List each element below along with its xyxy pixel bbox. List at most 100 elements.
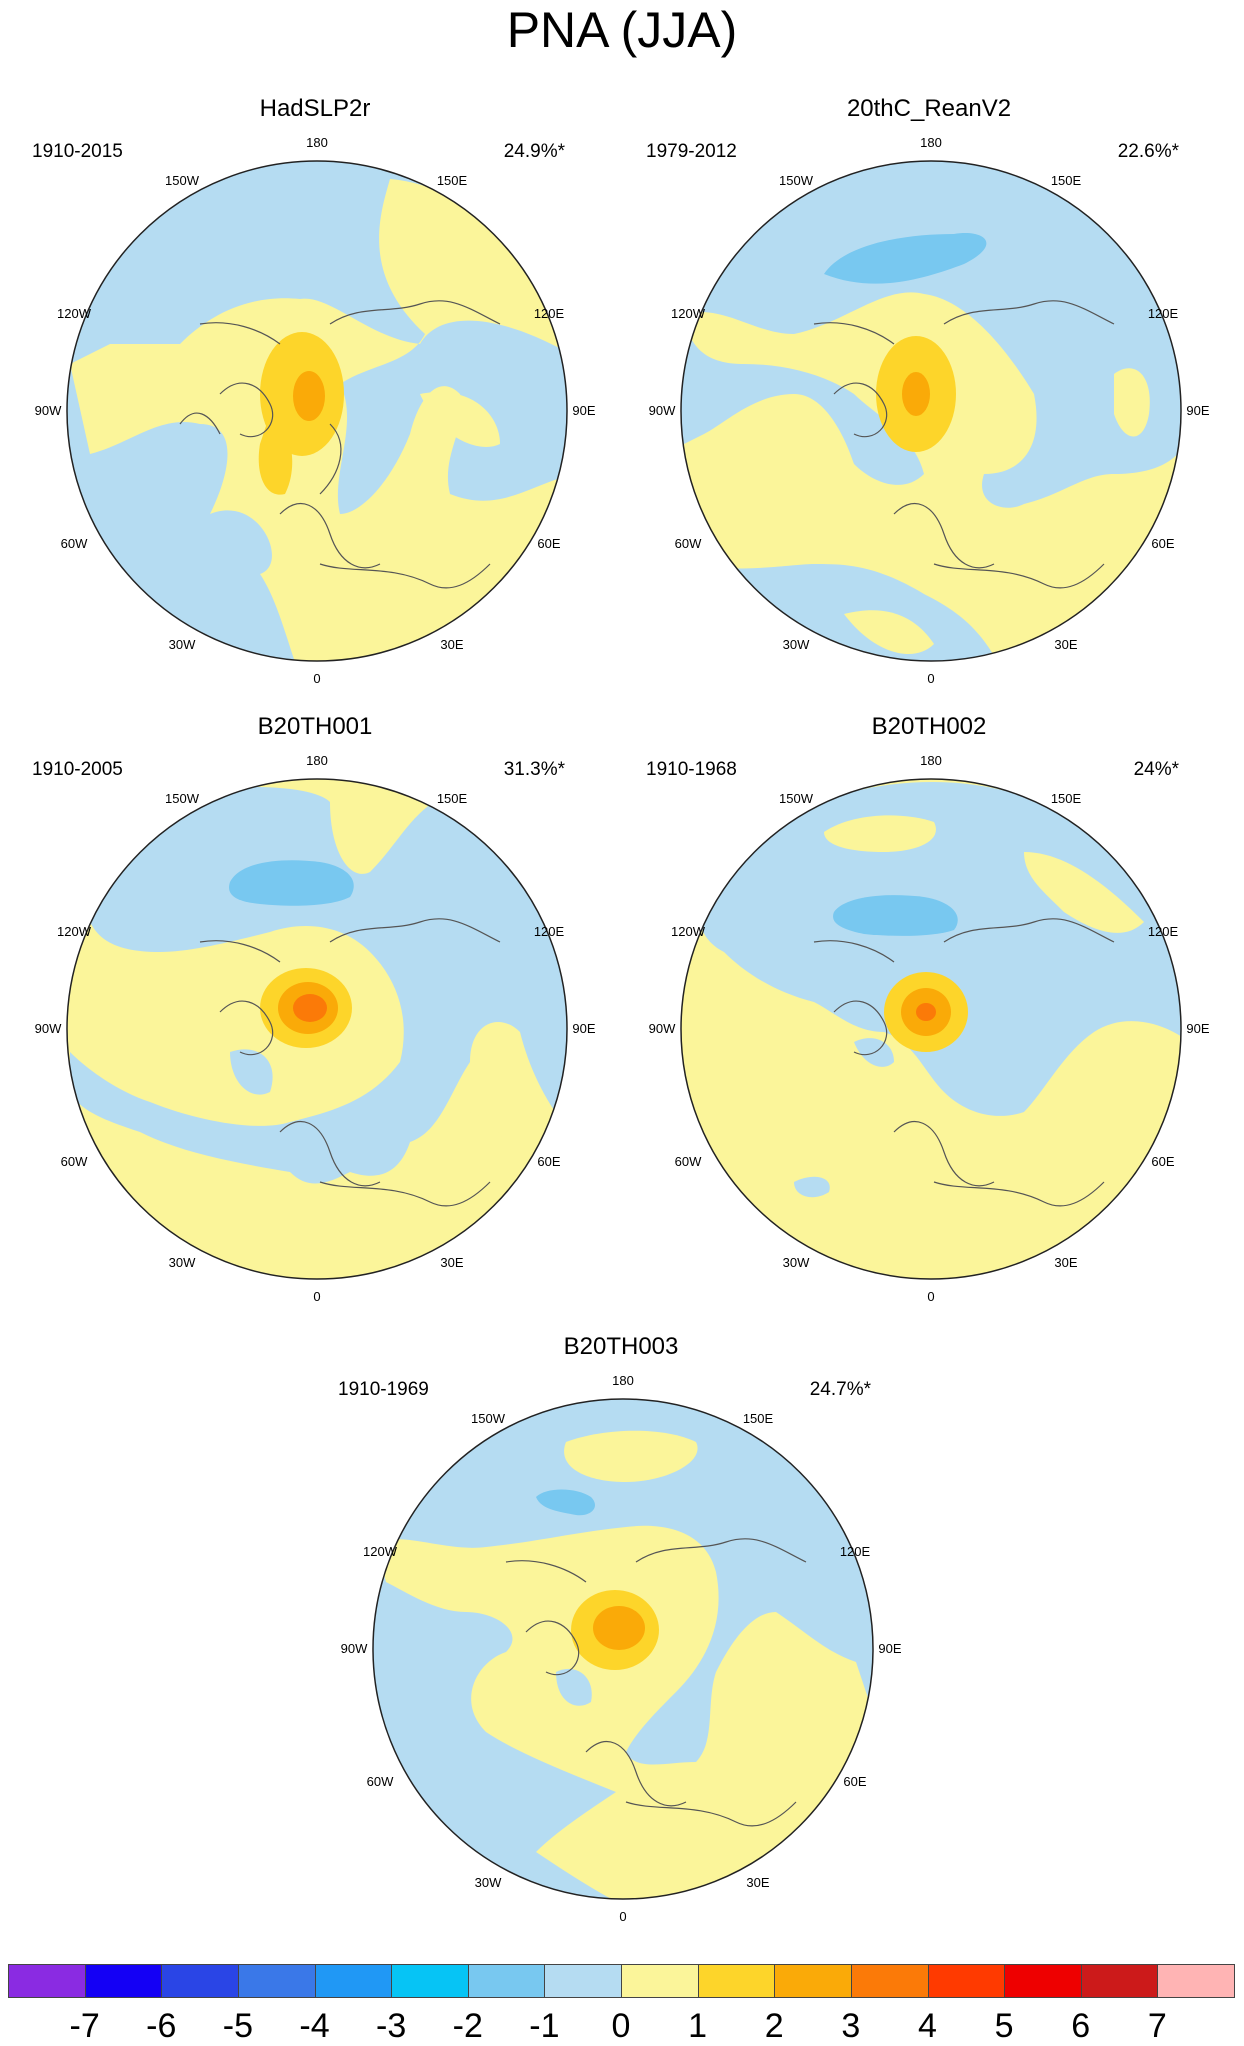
- panel-variance: 31.3%*: [503, 759, 565, 780]
- colorbar-tick-label: -4: [299, 2007, 330, 2045]
- lon-label: 150W: [471, 1411, 506, 1426]
- colorbar-swatch: [1080, 1964, 1159, 1998]
- positive-anomaly-strong: [593, 1606, 645, 1650]
- lon-label: 30E: [746, 1875, 769, 1890]
- colorbar-swatch: [391, 1964, 469, 1998]
- panel-period: 1979-2012: [646, 141, 737, 162]
- lon-label: 180: [920, 753, 942, 768]
- colorbar-swatch: [161, 1964, 239, 1998]
- map-boundary: [66, 778, 568, 1280]
- colorbar-tick-label: 4: [918, 2007, 937, 2045]
- lon-label: 30W: [169, 637, 196, 652]
- colorbar-tick-label: 1: [688, 2007, 708, 2045]
- panel-title: B20TH002: [871, 713, 987, 740]
- negative-anomaly-region: [536, 1489, 596, 1516]
- positive-anomaly-core: [258, 414, 293, 495]
- lon-label: 30W: [783, 637, 810, 652]
- lon-label: 90W: [35, 1021, 62, 1036]
- lon-label: 150W: [779, 791, 814, 806]
- colorbar-swatch: [621, 1964, 699, 1998]
- colorbar-tick-label: 6: [1071, 2007, 1091, 2045]
- lon-label: 60E: [843, 1774, 866, 1789]
- map-boundary: [372, 1398, 874, 1900]
- map-panel-20thc-reanv2: 20thC_ReanV2 1979-2012 22.6%* 180 150E 1…: [644, 94, 1214, 686]
- colorbar-swatch: [1004, 1964, 1082, 1998]
- polar-map: 180 150E 120E 90E 60E 30E 0 30W 60W 90W …: [341, 1373, 902, 1924]
- colorbar-tick-label: -7: [69, 2007, 100, 2045]
- lon-label: 120E: [840, 1544, 871, 1559]
- lon-label: 30E: [440, 637, 463, 652]
- lon-label: 120E: [534, 924, 565, 939]
- lon-label: 90W: [35, 403, 62, 418]
- lon-label: 60W: [367, 1774, 394, 1789]
- lon-label: 60E: [537, 1154, 560, 1169]
- lon-label: 180: [306, 753, 328, 768]
- longitude-labels: 180 150E 120E 90E 60E 30E 0 30W 60W 90W …: [649, 135, 1210, 686]
- lon-label: 150W: [779, 173, 814, 188]
- positive-anomaly-region: [824, 815, 936, 852]
- polar-map: 180 150E 120E 90E 60E 30E 0 30W 60W 90W …: [649, 135, 1210, 686]
- lon-label: 0: [313, 1289, 320, 1304]
- positive-anomaly-region: [682, 292, 1181, 661]
- lon-label: 90E: [1186, 403, 1209, 418]
- lon-label: 0: [927, 1289, 934, 1304]
- negative-anomaly-region: [70, 787, 567, 1184]
- coastlines: [813, 918, 1115, 1207]
- colorbar-tick-label: 0: [611, 2007, 631, 2045]
- lon-label: 90E: [1186, 1021, 1209, 1036]
- positive-anomaly-region: [1114, 368, 1150, 437]
- positive-anomaly-region: [420, 392, 500, 447]
- negative-anomaly-region: [556, 1668, 592, 1706]
- panel-period: 1910-1969: [338, 1379, 429, 1400]
- colorbar-swatch: [8, 1964, 86, 1998]
- lon-label: 120W: [671, 306, 706, 321]
- lon-label: 30W: [783, 1255, 810, 1270]
- panel-period: 1910-1968: [646, 759, 737, 780]
- negative-anomaly-region: [230, 1049, 273, 1095]
- lon-label: 150E: [1051, 173, 1082, 188]
- polar-map: 180 150E 120E 90E 60E 30E 0 30W 60W 90W …: [649, 753, 1210, 1304]
- panel-title: B20TH003: [563, 1333, 679, 1360]
- lon-label: 120W: [57, 924, 92, 939]
- coastlines: [179, 300, 501, 589]
- colorbar-tick-label: -3: [376, 2007, 407, 2045]
- negative-anomaly-region: [794, 1176, 830, 1198]
- lon-label: 120E: [1148, 924, 1179, 939]
- lon-label: 90E: [572, 403, 595, 418]
- colorbar-swatch: [314, 1964, 393, 1998]
- lon-label: 60E: [1151, 536, 1174, 551]
- colorbar-tick-label: -6: [146, 2007, 177, 2045]
- colorbar-tick-label: -2: [452, 2007, 483, 2045]
- longitude-labels: 180 150E 120E 90E 60E 30E 0 30W 60W 90W …: [35, 135, 596, 686]
- colorbar-tick-label: -5: [222, 2007, 253, 2045]
- coastlines: [813, 300, 1115, 589]
- panel-variance: 24%*: [1133, 759, 1179, 780]
- panel-title: 20thC_ReanV2: [846, 95, 1012, 122]
- colorbar-swatch: [1157, 1964, 1235, 1998]
- lon-label: 30E: [1054, 637, 1077, 652]
- positive-anomaly-region: [376, 1525, 873, 1899]
- lon-label: 150E: [437, 173, 468, 188]
- lon-label: 180: [920, 135, 942, 150]
- lon-label: 0: [619, 1909, 626, 1924]
- map-boundary: [680, 778, 1182, 1280]
- colorbar-swatch: [774, 1964, 852, 1998]
- polar-map: 180 150E 120E 90E 60E 30E 0 30W 60W 90W …: [35, 753, 596, 1304]
- panel-variance: 22.6%*: [1117, 141, 1179, 162]
- lon-label: 90E: [878, 1641, 901, 1656]
- longitude-labels: 180 150E 120E 90E 60E 30E 0 30W 60W 90W …: [649, 753, 1210, 1304]
- lon-label: 90W: [649, 1021, 676, 1036]
- map-panel-b20th002: B20TH002 1910-1968 24%* 180: [644, 712, 1214, 1304]
- colorbar-tick-label: 3: [841, 2007, 861, 2045]
- positive-anomaly-region: [844, 610, 934, 654]
- panel-title: HadSLP2r: [259, 95, 371, 122]
- colorbar-swatch: [544, 1964, 622, 1998]
- lon-label: 60W: [61, 536, 88, 551]
- lon-label: 120E: [1148, 306, 1179, 321]
- panel-title: B20TH001: [257, 713, 373, 740]
- positive-anomaly-center: [293, 371, 325, 421]
- positive-anomaly-center: [902, 372, 930, 416]
- negative-anomaly-region: [229, 860, 354, 906]
- longitude-labels: 180 150E 120E 90E 60E 30E 0 30W 60W 90W …: [35, 753, 596, 1304]
- map-panel-b20th001: B20TH001 1910-2005 31.3%* 180 150E: [30, 712, 600, 1304]
